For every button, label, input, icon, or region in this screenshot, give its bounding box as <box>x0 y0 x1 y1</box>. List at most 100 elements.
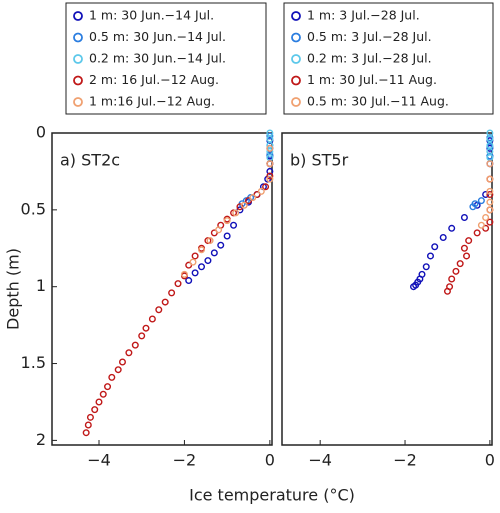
data-point <box>486 160 494 168</box>
legend-label: 0.2 m: 3 Jul.−28 Jul. <box>307 51 432 66</box>
legend-marker <box>73 54 83 64</box>
data-point <box>486 175 494 183</box>
data-point <box>266 132 274 140</box>
x-tick-label: −2 <box>393 451 417 470</box>
x-tick-label: −2 <box>173 451 197 470</box>
legend-marker <box>73 75 83 86</box>
data-point <box>410 283 418 291</box>
plot-frame <box>51 132 273 446</box>
data-point <box>230 221 238 229</box>
x-tick-label: 0 <box>485 451 495 470</box>
data-point <box>460 214 468 222</box>
data-point <box>86 413 94 421</box>
data-point <box>215 226 223 234</box>
data-point <box>266 144 274 152</box>
plot-frame <box>281 132 493 446</box>
y-tick-label: 1 <box>36 276 46 295</box>
data-point <box>230 209 238 217</box>
x-tick-label: −4 <box>87 451 111 470</box>
data-point <box>463 252 471 260</box>
data-point <box>125 349 133 357</box>
data-point <box>266 160 274 168</box>
legend-label: 1 m:16 Jul.−12 Aug. <box>89 94 215 109</box>
data-point <box>138 332 146 340</box>
data-point <box>236 203 244 211</box>
legend-label: 1 m: 30 Jul.−11 Aug. <box>307 72 437 87</box>
data-point <box>191 269 199 277</box>
data-point <box>95 398 103 406</box>
data-point <box>118 358 126 366</box>
data-point <box>204 257 212 265</box>
data-point <box>465 237 473 245</box>
data-point <box>204 237 212 245</box>
data-point <box>223 232 231 240</box>
data-point <box>486 206 494 214</box>
data-point <box>161 298 169 306</box>
panel-title: b) ST5r <box>290 151 349 170</box>
data-point <box>486 198 494 206</box>
legend-marker <box>291 11 301 21</box>
data-point <box>217 241 225 249</box>
data-point <box>426 252 434 260</box>
x-tick-label: −4 <box>308 451 332 470</box>
legend-marker <box>291 97 301 107</box>
data-point <box>198 263 206 271</box>
data-point <box>91 406 99 414</box>
data-point <box>99 390 107 398</box>
legend-label: 0.5 m: 30 Jul.−11 Aug. <box>307 94 449 109</box>
data-point <box>469 203 477 211</box>
data-point <box>456 260 464 268</box>
data-point <box>482 214 490 222</box>
data-point <box>431 243 439 251</box>
data-point <box>148 315 156 323</box>
data-point <box>185 277 193 285</box>
data-point <box>448 275 456 283</box>
data-point <box>262 183 270 191</box>
data-point <box>198 246 206 254</box>
legend-marker <box>291 54 301 64</box>
data-point <box>460 244 468 252</box>
data-point <box>223 217 231 225</box>
data-point <box>452 267 460 275</box>
legend-label: 1 m: 30 Jun.−14 Jul. <box>89 8 214 23</box>
legend-label: 2 m: 16 Jul.−12 Aug. <box>89 72 219 87</box>
legend-marker <box>73 32 83 43</box>
data-point <box>131 341 139 349</box>
y-axis-label: Depth (m) <box>4 248 23 330</box>
x-axis-label: Ice temperature (°C) <box>189 486 355 505</box>
data-point <box>232 209 240 217</box>
data-point <box>257 187 265 195</box>
data-point <box>104 383 112 391</box>
data-point <box>168 289 176 297</box>
data-point <box>443 287 451 295</box>
data-point <box>266 172 274 180</box>
data-point <box>240 201 248 209</box>
legend-label: 0.2 m: 30 Jun.−14 Jul. <box>89 51 226 66</box>
data-point <box>191 252 199 260</box>
y-tick-label: 2 <box>36 430 46 449</box>
data-point <box>422 263 430 271</box>
legend-marker <box>73 97 83 107</box>
data-point <box>189 258 197 266</box>
legend-label: 1 m: 3 Jul.−28 Jul. <box>307 8 420 23</box>
data-point <box>142 324 150 332</box>
data-point <box>473 229 481 237</box>
data-point <box>210 249 218 257</box>
data-point <box>84 421 92 429</box>
data-point <box>448 224 456 232</box>
data-point <box>82 429 90 437</box>
legend-label: 0.5 m: 30 Jun.−14 Jul. <box>89 29 226 44</box>
data-point <box>486 187 494 195</box>
y-tick-label: 0.5 <box>21 199 46 218</box>
legend-marker <box>291 32 301 43</box>
legend-label: 0.5 m: 3 Jul.−28 Jul. <box>307 29 432 44</box>
data-point <box>114 366 122 374</box>
data-point <box>108 373 116 381</box>
data-point <box>486 190 494 198</box>
data-point <box>206 237 214 245</box>
y-tick-label: 1.5 <box>21 353 46 372</box>
legend-marker <box>291 75 301 86</box>
panel-title: a) ST2c <box>60 151 120 170</box>
x-tick-label: 0 <box>265 451 275 470</box>
